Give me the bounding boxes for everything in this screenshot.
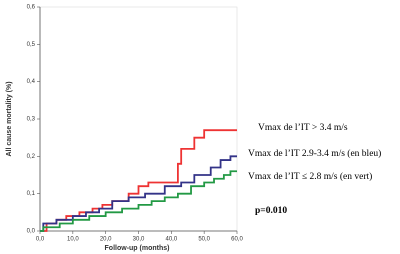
x-tick-label: 40,0 [165, 237, 177, 243]
y-tick-label: 0,2 [27, 154, 36, 160]
x-tick-label: 0,0 [36, 237, 45, 243]
survival-line [40, 155, 237, 232]
legend-entry: Vmax de l’IT 2.9-3.4 m/s (en bleu) [248, 148, 381, 159]
x-tick-label: 20,0 [100, 237, 112, 243]
x-tick-label: 10,0 [67, 237, 79, 243]
y-axis-label: All cause mortality (%) [6, 81, 13, 156]
y-tick-label: 0,4 [27, 79, 36, 85]
x-axis-label: Follow-up (months) [105, 245, 170, 252]
y-tick-label: 0,6 [27, 5, 36, 11]
y-tick-label: 0,1 [27, 191, 36, 197]
y-tick-label: 0,0 [27, 229, 36, 235]
survival-line [40, 129, 237, 232]
x-tick-label: 30,0 [133, 237, 145, 243]
x-tick-label: 50,0 [198, 237, 210, 243]
p-value: p=0.010 [255, 206, 287, 216]
x-tick-label: 60,0 [231, 237, 243, 243]
y-tick-label: 0,3 [27, 117, 36, 123]
legend-entry: Vmax de l’IT > 3.4 m/s [258, 123, 348, 133]
y-tick-label: 0,5 [27, 42, 36, 48]
survival-line [40, 170, 237, 232]
legend-entry: Vmax de l’IT ≤ 2.8 m/s (en vert) [248, 171, 372, 182]
